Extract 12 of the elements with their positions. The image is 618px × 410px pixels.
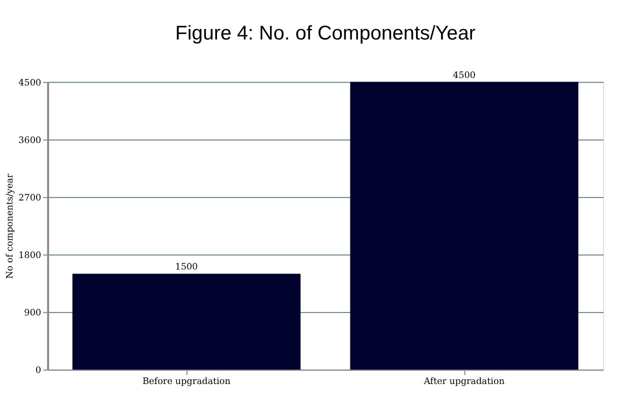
- y-tick-label: 0: [35, 366, 42, 376]
- chart-title: Figure 4: No. of Components/Year: [175, 22, 476, 44]
- y-tick-label: 1800: [18, 251, 42, 261]
- y-tick-label: 900: [24, 308, 42, 319]
- data-label: 1500: [175, 262, 198, 273]
- y-tick-label: 3600: [18, 136, 42, 146]
- x-tick-label: After upgradation: [422, 376, 505, 387]
- y-tick-label: 4500: [18, 78, 42, 88]
- x-tick-label: Before upgradation: [142, 376, 231, 387]
- data-label: 4500: [452, 70, 476, 81]
- y-axis-title: No of components/year: [5, 172, 16, 279]
- y-tick-label: 2700: [18, 193, 42, 204]
